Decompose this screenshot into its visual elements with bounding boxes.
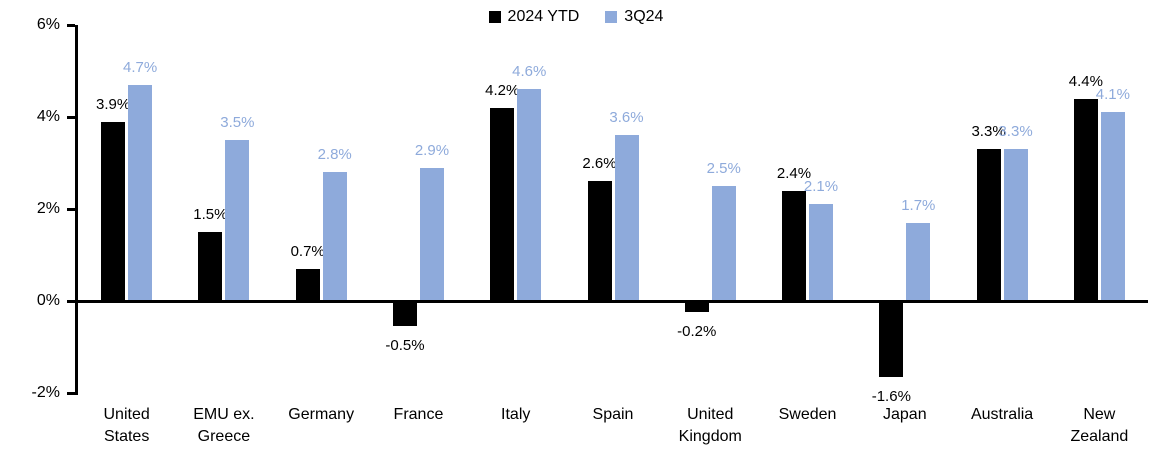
bar-value-label: 4.7% — [123, 58, 158, 76]
bar-3q24 — [809, 204, 834, 301]
bar-3q24 — [322, 172, 347, 301]
bar-value-label: -0.5% — [385, 337, 425, 354]
bar-value-label: 2.1% — [803, 178, 839, 196]
bar-value-label: 3.3% — [998, 123, 1033, 141]
bar-value-label: 0.7% — [290, 242, 325, 260]
y-axis-tick-label: 2% — [36, 200, 60, 217]
x-axis-category-label: EMU ex. Greece — [193, 406, 255, 445]
x-axis-category-label: United Kingdom — [678, 406, 742, 445]
x-axis-category-label: New Zealand — [1070, 406, 1129, 445]
x-axis-labels: United States EMU ex. Greece Germany France… — [78, 404, 1148, 459]
bar-2024-ytd — [198, 232, 223, 301]
bar-2024-ytd — [392, 303, 417, 326]
bar-3q24 — [614, 135, 639, 301]
x-axis-category-label: Italy — [501, 406, 531, 423]
legend-item-2024-ytd: 2024 YTD — [488, 8, 580, 26]
bar-2024-ytd — [976, 149, 1001, 301]
y-axis-tick — [67, 299, 75, 303]
y-axis-tick-label: 6% — [36, 16, 60, 33]
bar-value-label: 3.3% — [971, 123, 1006, 141]
y-axis-tick — [67, 23, 75, 27]
y-axis-tick — [67, 391, 75, 395]
bar-3q24 — [1003, 149, 1028, 301]
bar-3q24 — [711, 186, 736, 301]
bar-2024-ytd — [295, 268, 320, 301]
bar-value-label: 1.5% — [193, 206, 228, 223]
bar-value-label: -1.6% — [871, 387, 911, 405]
bar-3q24 — [128, 84, 153, 301]
x-axis-category-label: Sweden — [778, 406, 837, 423]
bar-3q24 — [225, 140, 250, 301]
y-axis-tick-label: 4% — [36, 108, 60, 125]
legend-swatch-3q24 — [605, 11, 618, 23]
bar-value-label: 2.8% — [317, 146, 352, 164]
bar-value-label: 2.9% — [414, 141, 450, 159]
legend-label-3q24: 3Q24 — [624, 8, 664, 25]
bar-value-label: 2.6% — [582, 155, 617, 173]
y-axis-tick-label: -2% — [31, 384, 60, 401]
bar-3q24 — [1100, 112, 1125, 301]
bar-2024-ytd — [101, 121, 126, 301]
x-axis-category-label: Germany — [288, 406, 355, 423]
bar-value-label: 3.6% — [609, 109, 644, 127]
y-axis-tick — [67, 115, 75, 119]
chart-legend: 2024 YTD 3Q24 — [0, 8, 1152, 26]
bar-value-label: 3.9% — [96, 95, 131, 113]
x-axis-category-label: United States — [103, 406, 150, 445]
bar-value-label: 2.5% — [706, 160, 741, 177]
bar-2024-ytd — [879, 303, 904, 377]
bar-3q24 — [906, 222, 931, 301]
bar-3q24 — [419, 167, 444, 301]
bar-value-label: 2.4% — [776, 164, 812, 182]
bar-2024-ytd — [587, 181, 612, 301]
y-axis-spine — [75, 25, 78, 395]
y-axis-tick-label: 0% — [36, 292, 60, 309]
bar-2024-ytd — [490, 107, 515, 301]
x-axis-category-label: Japan — [883, 406, 927, 423]
bar-2024-ytd — [782, 190, 807, 301]
bar-value-label: 4.2% — [485, 81, 520, 99]
plot-area: 3.9% 4.7% 1.5% 3.5% 0.7% 2.8% -0.5% 2.9% 4.2% 4.6… — [67, 23, 1148, 404]
bar-value-label: 4.6% — [512, 63, 547, 81]
bar-value-label: 3.5% — [220, 114, 255, 131]
y-axis-tick — [67, 207, 75, 211]
x-axis-category-label: Spain — [592, 406, 634, 423]
x-axis-category-label: Australia — [970, 406, 1034, 423]
legend-swatch-2024-ytd — [488, 11, 501, 23]
bar-3q24 — [517, 89, 542, 301]
bar-value-label: -0.2% — [677, 323, 717, 341]
bar-value-label: 4.4% — [1068, 72, 1103, 90]
bar-value-label: 4.1% — [1095, 86, 1130, 104]
bar-2024-ytd — [1073, 98, 1098, 301]
legend-label-2024-ytd: 2024 YTD — [507, 8, 580, 25]
legend-item-3q24: 3Q24 — [605, 8, 663, 26]
bar-value-label: 1.7% — [901, 196, 936, 214]
bar-2024-ytd — [684, 303, 709, 313]
x-axis-baseline — [75, 300, 1148, 303]
x-axis-category-label: France — [393, 406, 444, 423]
